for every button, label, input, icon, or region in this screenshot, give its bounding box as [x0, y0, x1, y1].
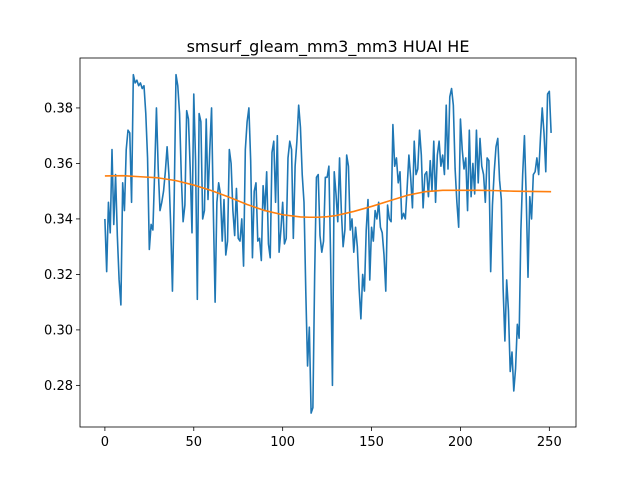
axes-layer: 0 50 100 150 200 250 0.28 0.30 0.32 0.34 0.36 0.38 — [44, 57, 577, 450]
y-tick-label: 0.32 — [44, 268, 73, 283]
y-tick-label: 0.34 — [44, 212, 73, 227]
series-layer — [104, 73, 552, 414]
chart-title: smsurf_gleam_mm3_mm3 HUAI HE — [187, 37, 470, 57]
plot-frame — [79, 57, 577, 428]
x-tick-label: 150 — [359, 435, 384, 450]
x-tick-label: 200 — [448, 435, 473, 450]
x-tick-label: 0 — [101, 435, 109, 450]
y-tick-label: 0.38 — [44, 101, 73, 116]
x-tick-label: 50 — [186, 435, 203, 450]
x-tick-label: 100 — [270, 435, 295, 450]
y-tick-label: 0.28 — [44, 379, 73, 394]
y-tick-label: 0.36 — [44, 157, 73, 172]
y-tick-label: 0.30 — [44, 323, 73, 338]
series-line-raw — [104, 73, 552, 414]
series-line-smooth — [104, 174, 552, 219]
x-tick-label: 250 — [537, 435, 562, 450]
